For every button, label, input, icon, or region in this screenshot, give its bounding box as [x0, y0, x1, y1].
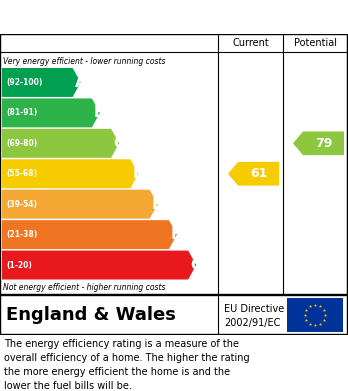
Polygon shape — [2, 99, 100, 127]
Text: (81-91): (81-91) — [6, 108, 37, 117]
Polygon shape — [293, 131, 344, 155]
Polygon shape — [2, 68, 81, 97]
Polygon shape — [2, 129, 119, 158]
Polygon shape — [228, 162, 279, 186]
Text: The energy efficiency rating is a measure of the
overall efficiency of a home. T: The energy efficiency rating is a measur… — [4, 339, 250, 391]
Text: (39-54): (39-54) — [6, 200, 37, 209]
Text: Energy Efficiency Rating: Energy Efficiency Rating — [10, 9, 220, 25]
Text: Not energy efficient - higher running costs: Not energy efficient - higher running co… — [3, 283, 166, 292]
Text: (21-38): (21-38) — [6, 230, 37, 239]
Text: 79: 79 — [315, 137, 332, 150]
Text: (1-20): (1-20) — [6, 260, 32, 269]
Polygon shape — [2, 190, 158, 219]
Text: Current: Current — [232, 38, 269, 48]
Text: (92-100): (92-100) — [6, 78, 42, 87]
Text: (55-68): (55-68) — [6, 169, 37, 178]
Text: B: B — [94, 106, 105, 120]
Text: C: C — [113, 136, 124, 151]
Text: E: E — [152, 197, 162, 212]
Text: England & Wales: England & Wales — [6, 306, 176, 324]
Text: EU Directive
2002/91/EC: EU Directive 2002/91/EC — [224, 305, 284, 328]
Text: Potential: Potential — [294, 38, 337, 48]
Text: F: F — [171, 227, 181, 242]
Polygon shape — [2, 159, 139, 188]
Text: (69-80): (69-80) — [6, 139, 37, 148]
Bar — [287, 298, 343, 332]
Text: A: A — [74, 75, 86, 90]
Polygon shape — [2, 251, 196, 280]
Text: D: D — [132, 166, 145, 181]
Polygon shape — [2, 220, 177, 249]
Text: G: G — [190, 258, 203, 273]
Text: Very energy efficient - lower running costs: Very energy efficient - lower running co… — [3, 57, 166, 66]
Text: 61: 61 — [250, 167, 267, 180]
